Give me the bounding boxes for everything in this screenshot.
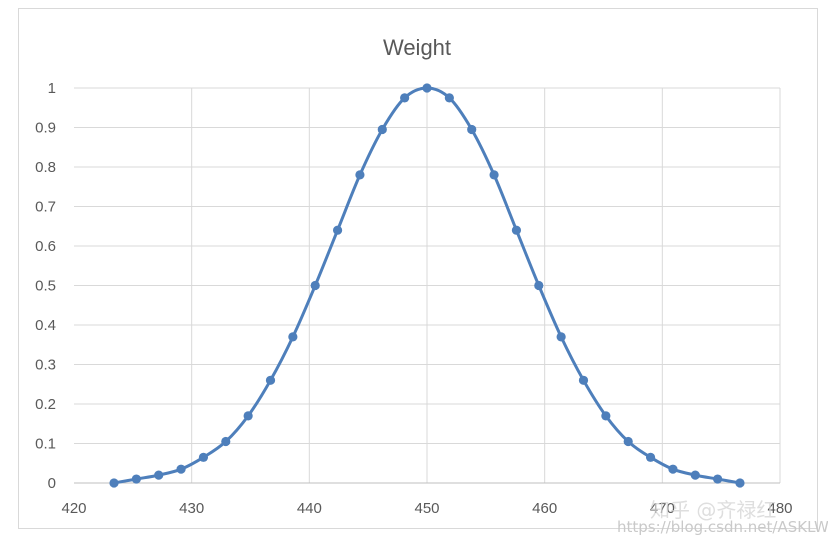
data-point — [601, 411, 611, 421]
data-point — [288, 332, 298, 342]
data-point — [623, 436, 633, 447]
data-point — [444, 93, 454, 103]
data-point — [355, 170, 365, 180]
y-tick-label: 0.7 — [35, 199, 56, 216]
x-tick-label: 460 — [532, 500, 557, 517]
data-point — [400, 93, 410, 103]
x-tick-label: 440 — [297, 500, 322, 517]
data-point — [109, 478, 119, 488]
data-point — [310, 280, 320, 291]
data-point — [154, 470, 164, 480]
data-point — [489, 170, 499, 180]
y-tick-label: 0.2 — [35, 396, 56, 413]
data-point — [578, 375, 589, 385]
data-point — [265, 375, 276, 385]
gridlines — [74, 87, 781, 483]
y-tick-label: 0.3 — [35, 357, 56, 374]
x-tick-label: 420 — [61, 500, 86, 517]
y-tick-label: 1 — [48, 80, 56, 97]
data-point — [556, 332, 566, 342]
series-markers — [109, 83, 745, 488]
data-point — [198, 452, 209, 462]
chart-area[interactable] — [18, 8, 818, 529]
y-tick-label: 0.5 — [35, 278, 56, 295]
data-point — [176, 464, 186, 474]
data-point — [467, 124, 477, 135]
data-point — [131, 474, 141, 484]
y-tick-label: 0 — [48, 475, 56, 492]
watermark-url: https://blog.csdn.net/ASKLW — [617, 518, 828, 536]
data-point — [735, 478, 745, 488]
x-axis-ticks: 420 430 440 450 460 470 480 — [61, 500, 792, 517]
data-point — [690, 470, 700, 480]
y-tick-label: 0.1 — [35, 436, 56, 453]
data-point — [243, 411, 253, 421]
data-point — [534, 280, 544, 291]
y-tick-label: 0.6 — [35, 238, 56, 255]
x-tick-label: 470 — [650, 500, 675, 517]
data-point — [221, 436, 231, 447]
y-tick-label: 0.4 — [35, 317, 56, 334]
chart-title: Weight — [383, 35, 451, 60]
data-point — [645, 452, 656, 462]
x-tick-label: 450 — [414, 500, 439, 517]
data-point — [377, 124, 387, 135]
y-axis-ticks: 0 0.1 0.2 0.3 0.4 0.5 0.6 0.7 0.8 0.9 1 — [35, 80, 56, 492]
y-tick-label: 0.9 — [35, 120, 56, 137]
watermark-brand: 知乎 @齐禄红 — [650, 498, 776, 522]
y-tick-label: 0.8 — [35, 159, 56, 176]
x-tick-label: 480 — [767, 500, 792, 517]
data-point — [713, 474, 723, 484]
data-point — [332, 225, 343, 235]
data-point — [668, 464, 678, 474]
x-tick-label: 430 — [179, 500, 204, 517]
data-point — [511, 225, 522, 235]
data-point — [422, 83, 432, 93]
